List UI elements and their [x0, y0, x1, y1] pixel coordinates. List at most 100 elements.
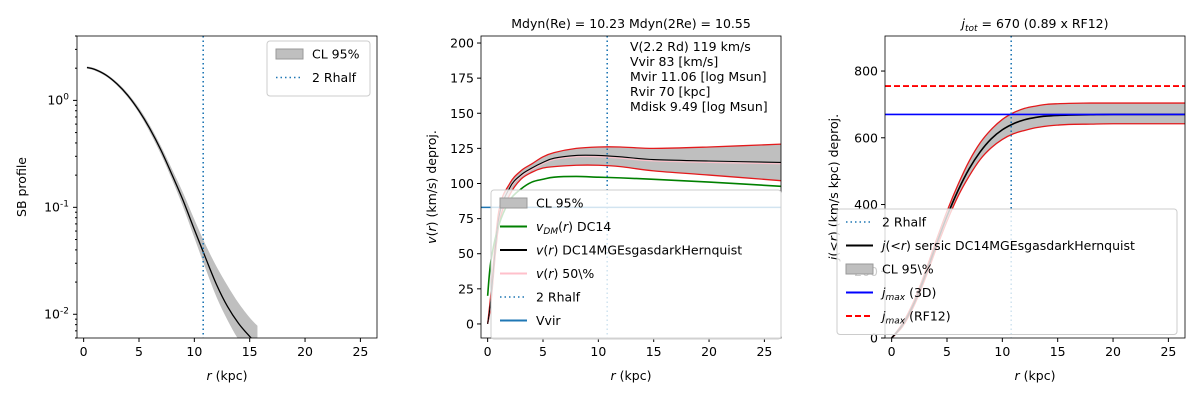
y-tick-label: 600	[854, 130, 878, 145]
legend-entry-label-part: (<	[885, 238, 900, 253]
legend-entry-label-part: (	[543, 266, 548, 281]
y-axis-label-part: v	[424, 236, 439, 244]
axes-frame	[76, 35, 378, 339]
y-axis-label-part: r	[826, 235, 841, 241]
sb-profile-line	[86, 66, 252, 338]
legend-entry-label-part: v	[536, 219, 544, 234]
y-tick-label: 50	[458, 246, 474, 261]
x-tick-label: 10	[590, 344, 606, 359]
y-tick-label: 125	[450, 141, 474, 156]
legend-entry-label-part: 2 Rhalf	[536, 290, 581, 305]
legend-entry-label-part: 2 Rhalf	[312, 70, 357, 85]
y-tick-label: 25	[458, 281, 474, 296]
fit-annotation-line: Mdisk 9.49 [log Msun]	[630, 99, 768, 114]
y-axis-label-part: ) (km/s kpc) deproj.	[826, 114, 841, 236]
x-axis-label: r (kpc)	[207, 368, 248, 383]
y-tick-label-part: 10	[47, 92, 63, 107]
legend-entry-label: jmax (3D)	[880, 285, 936, 303]
legend-entry-label-part: Vvir	[536, 313, 561, 328]
y-tick-label: 175	[450, 71, 474, 86]
panel-title-part: j	[959, 16, 965, 31]
legend-entry-label-part: max	[885, 317, 905, 327]
x-tick-label: 20	[701, 344, 717, 359]
legend-entry-label: CL 95\%	[882, 262, 934, 277]
legend-entry-label-part: DM	[543, 227, 558, 237]
x-tick-label: 15	[646, 344, 662, 359]
x-tick-label: 20	[1105, 344, 1121, 359]
x-tick-label: 25	[756, 344, 772, 359]
legend-entry-label: 2 Rhalf	[312, 70, 357, 85]
legend-entry-label-part: r	[548, 243, 554, 258]
legend-entry-label-part: r	[548, 266, 554, 281]
y-tick-label-part: 10	[44, 306, 60, 321]
x-tick-label: 0	[80, 344, 88, 359]
legend-entry-label-part: (3D)	[905, 285, 936, 300]
legend-entry-label-part: ) DC14MGEsgasdarkHernquist	[553, 243, 742, 258]
panel-title: Mdyn(Re) = 10.23 Mdyn(2Re) = 10.55	[511, 16, 751, 31]
legend-entry-label-part: j	[880, 309, 886, 324]
fit-annotation-line: Mvir 11.06 [log Msun]	[630, 69, 766, 84]
x-axis-label-part: r	[207, 368, 213, 383]
jmom-legend-box	[836, 208, 1178, 335]
x-tick-label: 5	[539, 344, 547, 359]
y-axis-label: j(<r) (km/s kpc) deproj.	[826, 114, 841, 262]
y-axis-label-part: j	[826, 256, 841, 262]
legend-entry-label: j(<r) sersic DC14MGEsgasdarkHernquist	[880, 238, 1135, 253]
x-axis-label: r (kpc)	[1015, 368, 1056, 383]
angular-momentum-panel: 05101520250200400600800jtot = 670 (0.89 …	[826, 16, 1186, 383]
legend-entry-label: v(r) 50\%	[536, 266, 594, 281]
axes-frame	[884, 35, 1186, 339]
x-tick-label: 15	[1050, 344, 1066, 359]
legend-entry-label: 2 Rhalf	[536, 290, 581, 305]
x-axis-label: r (kpc)	[611, 368, 652, 383]
x-tick-label: 10	[186, 344, 202, 359]
legend-entry-label-part: r	[901, 238, 907, 253]
y-tick-label: 0	[466, 316, 474, 331]
plot-area	[86, 36, 258, 338]
legend-swatch-band	[499, 197, 528, 209]
y-axis-label-part: ) (km/s) deproj.	[424, 130, 439, 226]
legend-entry-label-part: (RF12)	[905, 309, 951, 324]
legend-entry-label-part: (	[543, 243, 548, 258]
x-tick-label: 5	[135, 344, 143, 359]
legend-entry-label-part: CL 95%	[536, 196, 584, 211]
legend-entry-label-part: (	[558, 219, 563, 234]
y-tick-label: 10-1	[44, 199, 69, 214]
y-tick-label-part: -1	[60, 199, 69, 209]
x-axis-label-part: (kpc)	[1020, 368, 1056, 383]
y-tick-label-part: 0	[63, 92, 69, 102]
panel-title-part: tot	[965, 24, 978, 34]
legend-entry-label-part: r	[563, 219, 569, 234]
y-tick-label: 75	[458, 211, 474, 226]
legend-entry-label: 2 Rhalf	[882, 215, 927, 230]
y-axis-label-part: r	[424, 226, 439, 232]
legend-entry-label-part: j	[880, 285, 886, 300]
fit-annotation-line: Rvir 70 [kpc]	[630, 84, 710, 99]
legend-entry-label: Vvir	[536, 313, 561, 328]
legend-entry-label-part: max	[885, 293, 905, 303]
fit-annotation-line: Vvir 83 [km/s]	[630, 54, 718, 69]
x-tick-label: 10	[994, 344, 1010, 359]
x-tick-label: 20	[297, 344, 313, 359]
y-tick-label: 100	[450, 176, 474, 191]
fit-annotation-line: V(2.2 Rd) 119 km/s	[630, 39, 751, 54]
legend-entry-label: v(r) DC14MGEsgasdarkHernquist	[536, 243, 742, 258]
legend-entry-label-part: CL 95%	[312, 47, 360, 62]
legend-entry-label-part: ) sersic DC14MGEsgasdarkHernquist	[906, 238, 1135, 253]
x-tick-label: 15	[242, 344, 258, 359]
panel-title-part: = 670 (0.89 x RF12)	[978, 16, 1109, 31]
legend-entry-label-part: ) 50\%	[553, 266, 594, 281]
x-axis-label-part: (kpc)	[212, 368, 248, 383]
x-tick-label: 5	[943, 344, 951, 359]
legend-entry-label-part: v	[536, 243, 544, 258]
rotation-curve-panel: 0 5 10 15 20 25 0 25 50 75 100 125 150 175 200 Mdyn(Re)…	[424, 16, 782, 383]
y-tick-label: 200	[450, 36, 474, 51]
x-tick-label: 0	[484, 344, 492, 359]
x-tick-label: 0	[888, 344, 896, 359]
x-tick-label: 25	[352, 344, 368, 359]
legend-entry-label-part: ) DC14	[568, 219, 611, 234]
legend-entry-label-part: CL 95\%	[882, 262, 934, 277]
x-axis-label-part: (kpc)	[616, 368, 652, 383]
